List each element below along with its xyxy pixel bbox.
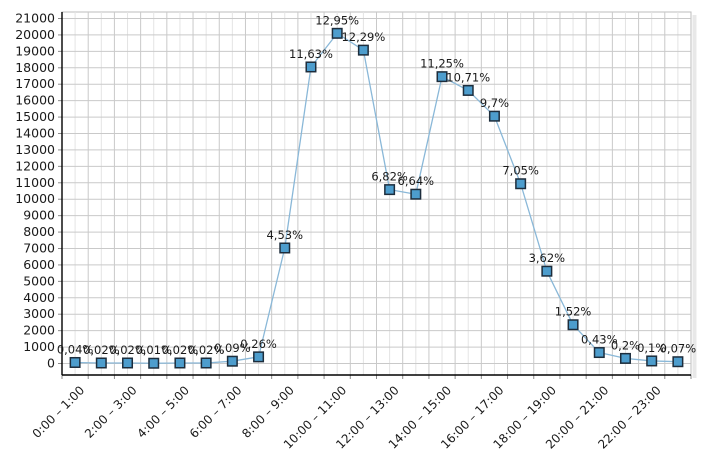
data-point-label: 0,2% xyxy=(611,338,640,352)
gridlines xyxy=(62,12,691,375)
y-axis-tick-label: 2000 xyxy=(23,323,55,338)
data-point-label: 11,25% xyxy=(420,57,464,71)
y-axis-tick-label: 14000 xyxy=(15,126,55,141)
x-axis-category-label: 4:00 – 5:00 xyxy=(134,383,192,441)
y-axis-tick-label: 13000 xyxy=(15,142,55,157)
y-axis-tick-label: 7000 xyxy=(23,241,55,256)
y-axis-tick-label: 17000 xyxy=(15,76,55,91)
data-point-marker xyxy=(541,265,553,277)
data-point-marker xyxy=(357,44,369,56)
x-axis-category-label: 2:00 – 3:00 xyxy=(82,383,140,441)
data-point-marker xyxy=(69,356,81,368)
data-point-marker xyxy=(672,356,684,368)
data-point-marker xyxy=(462,84,474,96)
data-point-label: 0,04% xyxy=(57,342,94,356)
data-point-marker xyxy=(174,357,186,369)
data-point-label: 7,05% xyxy=(502,164,539,178)
data-point-label: 0,26% xyxy=(240,337,277,351)
x-axis-category-label: 0:00 – 1:00 xyxy=(30,383,88,441)
x-axis: 0:00 – 1:002:00 – 3:004:00 – 5:006:00 – … xyxy=(30,375,692,452)
y-axis-tick-label: 19000 xyxy=(15,43,55,58)
data-point-label: 10,71% xyxy=(446,70,490,84)
data-point-marker xyxy=(305,61,317,73)
data-point-marker xyxy=(384,184,396,196)
data-point-marker xyxy=(226,355,238,367)
data-point-marker xyxy=(436,71,448,83)
series xyxy=(69,27,684,369)
y-axis-tick-label: 5000 xyxy=(23,273,55,288)
data-point-label: 0,02% xyxy=(109,343,146,357)
data-point-label: 6,64% xyxy=(398,174,435,188)
y-axis-tick-label: 18000 xyxy=(15,60,55,75)
y-axis-tick-label: 8000 xyxy=(23,224,55,239)
y-axis-tick-label: 11000 xyxy=(15,175,55,190)
data-point-label: 0,01% xyxy=(135,343,172,357)
data-point-marker xyxy=(646,355,658,367)
y-axis-tick-label: 21000 xyxy=(15,11,55,26)
y-axis-tick-label: 15000 xyxy=(15,109,55,124)
y-axis-tick-label: 12000 xyxy=(15,158,55,173)
x-axis-category-label: 6:00 – 7:00 xyxy=(187,383,245,441)
data-point-marker xyxy=(410,188,422,200)
data-point-marker xyxy=(593,347,605,359)
data-point-marker xyxy=(122,357,134,369)
data-labels: 0,04%0,02%0,02%0,01%0,02%0,02%0,09%0,26%… xyxy=(57,13,696,357)
data-point-marker xyxy=(331,27,343,39)
x-axis-category-label: 8:00 – 9:00 xyxy=(239,383,297,441)
data-point-label: 6,82% xyxy=(371,170,408,184)
data-point-label: 0,07% xyxy=(660,342,697,356)
y-axis-tick-label: 1000 xyxy=(23,339,55,354)
data-point-marker xyxy=(200,357,212,369)
data-point-marker xyxy=(515,178,527,190)
data-point-label: 11,63% xyxy=(289,47,333,61)
data-point-label: 12,29% xyxy=(341,30,385,44)
y-axis-tick-label: 10000 xyxy=(15,191,55,206)
data-point-label: 0,02% xyxy=(188,343,225,357)
data-point-marker xyxy=(148,357,160,369)
data-point-label: 12,95% xyxy=(315,13,359,27)
y-axis-tick-label: 6000 xyxy=(23,257,55,272)
data-point-label: 0,1% xyxy=(637,341,666,355)
data-point-label: 0,43% xyxy=(581,333,618,347)
y-axis-tick-label: 16000 xyxy=(15,93,55,108)
data-point-marker xyxy=(567,319,579,331)
data-point-label: 0,09% xyxy=(214,341,251,355)
data-point-marker xyxy=(619,352,631,364)
y-axis-tick-label: 0 xyxy=(47,356,55,371)
y-axis-tick-label: 9000 xyxy=(23,208,55,223)
y-axis-tick-label: 4000 xyxy=(23,290,55,305)
data-point-label: 4,53% xyxy=(266,228,303,242)
data-point-marker xyxy=(253,351,265,363)
data-point-label: 1,52% xyxy=(555,305,592,319)
y-axis-tick-label: 3000 xyxy=(23,306,55,321)
data-point-label: 0,02% xyxy=(162,343,199,357)
data-point-label: 3,62% xyxy=(529,251,566,265)
data-point-marker xyxy=(95,357,107,369)
data-point-marker xyxy=(488,110,500,122)
data-point-label: 9,7% xyxy=(480,96,509,110)
y-axis-tick-label: 20000 xyxy=(15,27,55,42)
data-point-label: 0,02% xyxy=(83,343,120,357)
data-point-marker xyxy=(279,242,291,254)
